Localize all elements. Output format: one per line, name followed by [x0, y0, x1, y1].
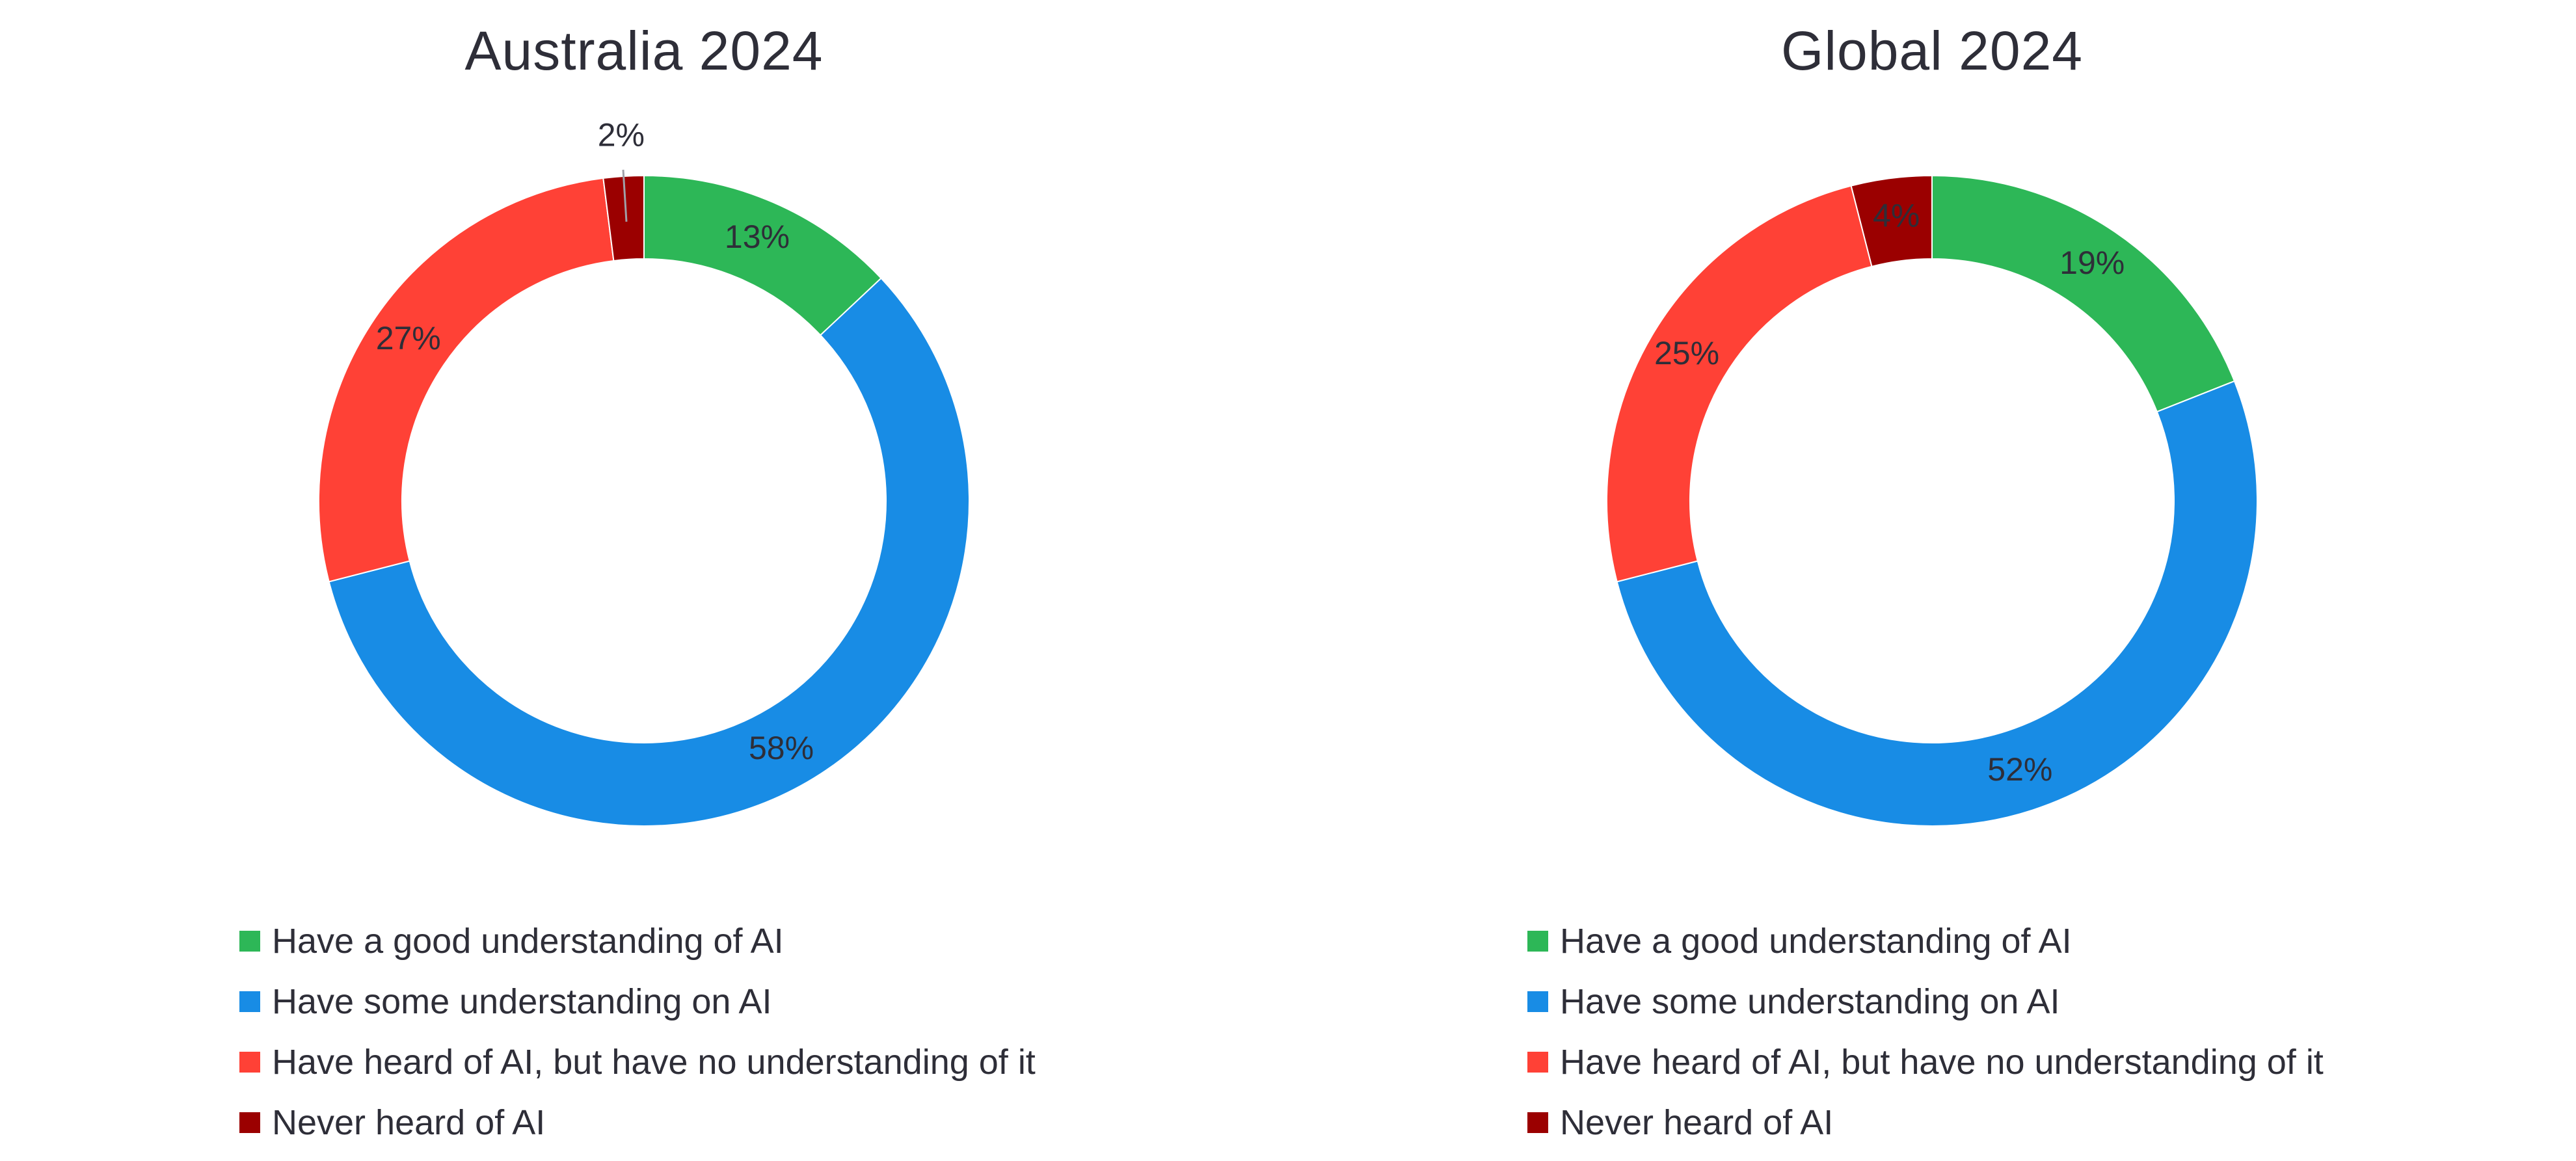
chart-title: Global 2024 — [1780, 20, 2084, 81]
donut-chart-global: 19% 52% 25% 4% — [1606, 174, 2258, 827]
legend-swatch-some — [239, 991, 260, 1012]
chart-title: Australia 2024 — [464, 20, 824, 81]
data-label: 13% — [725, 219, 790, 255]
chart-global: Global 2024 19% 52% 25% 4% Have a good unde… — [1288, 0, 2576, 1161]
legend-label: Have some understanding on AI — [1560, 981, 2060, 1021]
data-label: 52% — [1987, 751, 2052, 788]
legend-item-some: Have some understanding on AI — [239, 971, 1036, 1032]
slice-heard — [318, 177, 615, 583]
legend-label: Never heard of AI — [1560, 1102, 1834, 1142]
data-label: 4% — [1873, 198, 1920, 234]
legend-swatch-good — [1527, 930, 1548, 952]
slice-some — [1616, 380, 2258, 827]
legend-label: Have a good understanding of AI — [272, 921, 784, 961]
legend-item-never: Never heard of AI — [239, 1092, 1036, 1153]
legend-item-some: Have some understanding on AI — [1527, 971, 2324, 1032]
legend-label: Have heard of AI, but have no understand… — [272, 1042, 1036, 1082]
legend-item-heard: Have heard of AI, but have no understand… — [239, 1032, 1036, 1092]
data-label: 27% — [376, 320, 441, 356]
data-label: 2% — [598, 116, 645, 153]
legend-item-good: Have a good understanding of AI — [1527, 911, 2324, 971]
legend-item-heard: Have heard of AI, but have no understand… — [1527, 1032, 2324, 1092]
chart-australia: Australia 2024 13% 58% 27% 2% Have a good u… — [239, 20, 1036, 1153]
slice-good — [1931, 174, 2236, 413]
data-label: 19% — [2059, 245, 2125, 281]
legend-swatch-heard — [239, 1051, 260, 1073]
legend-label: Never heard of AI — [272, 1102, 546, 1142]
legend-swatch-good — [239, 930, 260, 952]
leader-line — [622, 169, 628, 222]
slice-some — [328, 277, 970, 827]
legend-label: Have some understanding on AI — [272, 981, 772, 1021]
legend: Have a good understanding of AI Have som… — [1527, 911, 2324, 1153]
donut-chart-australia: 13% 58% 27% 2% — [318, 116, 970, 827]
legend-swatch-heard — [1527, 1051, 1548, 1073]
data-label: 58% — [749, 730, 814, 766]
slice-never — [1850, 174, 1933, 267]
legend-label: Have heard of AI, but have no understand… — [1560, 1042, 2324, 1082]
legend-item-never: Never heard of AI — [1527, 1092, 2324, 1153]
legend-swatch-never — [1527, 1112, 1548, 1133]
legend-item-good: Have a good understanding of AI — [239, 911, 1036, 971]
slice-heard — [1606, 185, 1873, 583]
data-label: 25% — [1654, 335, 1719, 371]
legend-label: Have a good understanding of AI — [1560, 921, 2072, 961]
legend: Have a good understanding of AI Have som… — [239, 911, 1036, 1153]
legend-swatch-never — [239, 1112, 260, 1133]
legend-swatch-some — [1527, 991, 1548, 1012]
slice-never — [602, 174, 645, 262]
